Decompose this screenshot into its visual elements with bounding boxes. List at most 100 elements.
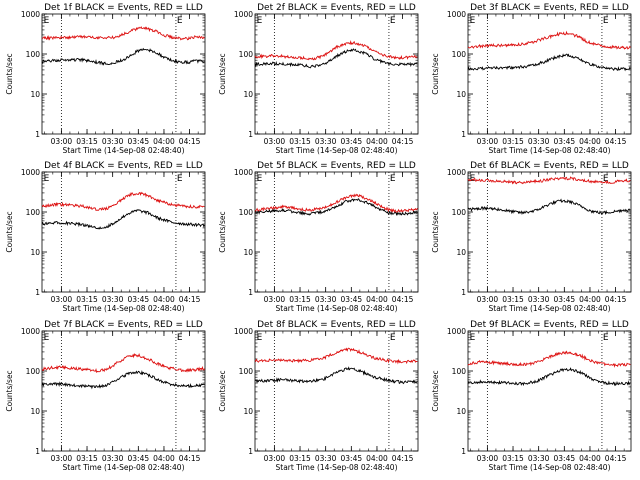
x-tick-label: 03:00 bbox=[477, 454, 499, 463]
y-tick-label: 100 bbox=[26, 367, 41, 376]
event-marker-label: E bbox=[257, 174, 263, 184]
x-tick-label: 03:30 bbox=[528, 137, 550, 146]
x-tick-label: 04:15 bbox=[179, 295, 201, 304]
x-tick-label: 04:00 bbox=[366, 137, 388, 146]
lld-series-line bbox=[467, 176, 631, 185]
events-series-line bbox=[467, 53, 631, 72]
y-axis-label: Counts/sec bbox=[218, 211, 227, 252]
x-tick-label: 03:15 bbox=[289, 137, 311, 146]
y-tick-label: 10 bbox=[456, 407, 466, 416]
y-tick-label: 1000 bbox=[234, 168, 253, 177]
x-tick-label: 03:45 bbox=[128, 295, 150, 304]
lld-series-line bbox=[467, 350, 631, 368]
x-tick-label: 03:30 bbox=[528, 454, 550, 463]
event-marker-label: E bbox=[177, 174, 183, 184]
lld-series-line bbox=[254, 347, 418, 365]
y-tick-label: 100 bbox=[239, 367, 254, 376]
x-tick-label: 03:30 bbox=[102, 295, 124, 304]
plot-frame bbox=[254, 171, 419, 293]
x-tick-label: 04:15 bbox=[605, 295, 627, 304]
y-tick-label: 1 bbox=[35, 447, 40, 456]
x-tick-label: 03:00 bbox=[264, 137, 286, 146]
x-tick-label: 03:00 bbox=[51, 295, 73, 304]
x-tick-label: 03:15 bbox=[502, 454, 524, 463]
x-tick-label: 04:15 bbox=[605, 137, 627, 146]
y-axis-label: Counts/sec bbox=[5, 53, 14, 94]
x-tick-label: 04:15 bbox=[392, 137, 414, 146]
panel-title: Det 8f BLACK = Events, RED = LLD bbox=[257, 320, 416, 330]
y-tick-label: 100 bbox=[239, 50, 254, 59]
y-tick-label: 10 bbox=[456, 248, 466, 257]
y-axis-label: Counts/sec bbox=[431, 211, 440, 252]
chart-panel: Det 8f BLACK = Events, RED = LLD 1 10 100 10… bbox=[218, 320, 419, 472]
x-tick-label: 03:45 bbox=[341, 137, 363, 146]
y-tick-label: 100 bbox=[239, 208, 254, 217]
y-tick-label: 1000 bbox=[21, 327, 40, 336]
event-marker-label: E bbox=[257, 16, 263, 26]
panel-title: Det 4f BLACK = Events, RED = LLD bbox=[44, 161, 203, 171]
event-marker-label: E bbox=[177, 333, 183, 343]
x-tick-label: 03:00 bbox=[51, 454, 73, 463]
y-tick-label: 10 bbox=[30, 407, 40, 416]
x-tick-label: 03:15 bbox=[289, 454, 311, 463]
x-tick-label: 03:15 bbox=[76, 454, 98, 463]
lld-series-line bbox=[254, 193, 418, 213]
event-marker-label: E bbox=[44, 16, 50, 26]
events-series-line bbox=[467, 367, 631, 387]
y-tick-label: 1000 bbox=[447, 10, 466, 19]
events-series-line bbox=[467, 198, 631, 216]
y-axis-label: Counts/sec bbox=[218, 370, 227, 411]
x-tick-label: 03:45 bbox=[341, 454, 363, 463]
x-axis-label: Start Time (14-Sep-08 02:48:40) bbox=[276, 304, 398, 313]
y-axis-label: Counts/sec bbox=[431, 370, 440, 411]
y-tick-label: 10 bbox=[30, 248, 40, 257]
y-tick-label: 100 bbox=[26, 50, 41, 59]
event-marker-label: E bbox=[390, 16, 396, 26]
plot-frame bbox=[254, 330, 419, 452]
x-tick-label: 03:15 bbox=[502, 295, 524, 304]
x-tick-label: 03:30 bbox=[315, 137, 337, 146]
x-tick-label: 03:30 bbox=[315, 454, 337, 463]
x-axis-label: Start Time (14-Sep-08 02:48:40) bbox=[276, 146, 398, 155]
lld-series-line bbox=[254, 40, 418, 61]
panel-title: Det 9f BLACK = Events, RED = LLD bbox=[470, 320, 629, 330]
y-tick-label: 10 bbox=[30, 90, 40, 99]
chart-panel: Det 4f BLACK = Events, RED = LLD 1 10 100 10… bbox=[5, 161, 206, 313]
events-series-line bbox=[41, 369, 205, 390]
chart-panel: Det 3f BLACK = Events, RED = LLD 1 10 100 10… bbox=[431, 3, 632, 155]
x-tick-label: 03:30 bbox=[102, 137, 124, 146]
x-tick-label: 03:00 bbox=[264, 295, 286, 304]
chart-panel: Det 7f BLACK = Events, RED = LLD 1 10 100 10… bbox=[5, 320, 206, 472]
y-tick-label: 1 bbox=[248, 447, 253, 456]
x-axis-label: Start Time (14-Sep-08 02:48:40) bbox=[63, 146, 185, 155]
x-tick-label: 04:00 bbox=[579, 137, 601, 146]
plot-frame bbox=[41, 13, 206, 135]
events-series-line bbox=[254, 198, 418, 217]
event-marker-label: E bbox=[177, 16, 183, 26]
chart-panel: Det 9f BLACK = Events, RED = LLD 1 10 100 10… bbox=[431, 320, 632, 472]
events-series-line bbox=[41, 209, 205, 230]
y-axis-label: Counts/sec bbox=[431, 53, 440, 94]
x-tick-label: 03:30 bbox=[102, 454, 124, 463]
y-tick-label: 10 bbox=[243, 248, 253, 257]
x-tick-label: 03:00 bbox=[477, 295, 499, 304]
panel-title: Det 1f BLACK = Events, RED = LLD bbox=[44, 3, 203, 13]
x-axis-label: Start Time (14-Sep-08 02:48:40) bbox=[489, 463, 611, 472]
lld-series-line bbox=[41, 352, 205, 374]
panel-title: Det 2f BLACK = Events, RED = LLD bbox=[257, 3, 416, 13]
event-marker-label: E bbox=[44, 333, 50, 343]
x-tick-label: 03:00 bbox=[264, 454, 286, 463]
y-tick-label: 10 bbox=[243, 407, 253, 416]
y-tick-label: 1000 bbox=[447, 327, 466, 336]
x-axis-label: Start Time (14-Sep-08 02:48:40) bbox=[63, 463, 185, 472]
x-tick-label: 03:30 bbox=[528, 295, 550, 304]
event-marker-label: E bbox=[603, 16, 609, 26]
plot-frame bbox=[467, 330, 632, 452]
plot-frame bbox=[467, 171, 632, 293]
y-tick-label: 100 bbox=[452, 50, 467, 59]
event-marker-label: E bbox=[603, 174, 609, 184]
x-axis-label: Start Time (14-Sep-08 02:48:40) bbox=[276, 463, 398, 472]
x-tick-label: 03:45 bbox=[128, 454, 150, 463]
y-axis-label: Counts/sec bbox=[218, 53, 227, 94]
events-series-line bbox=[254, 366, 418, 385]
